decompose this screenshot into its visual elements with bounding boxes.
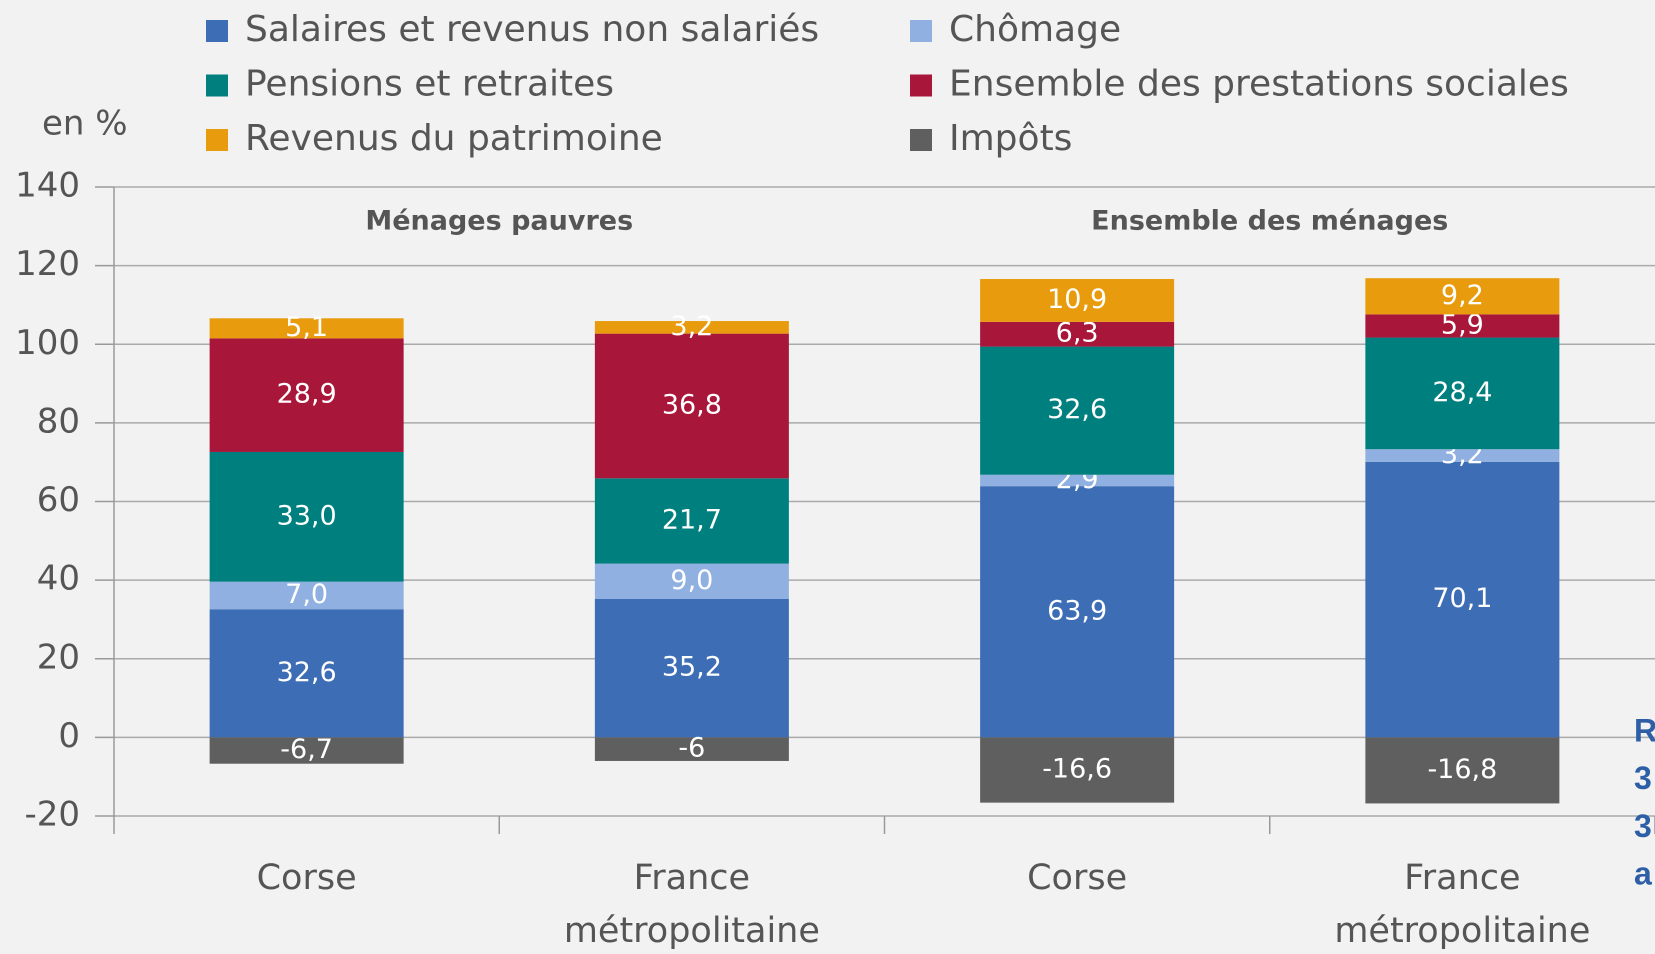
bar-segment — [209, 338, 404, 452]
value-label: 35,2 — [662, 652, 722, 683]
value-label: 5,1 — [285, 312, 328, 343]
x-tick-label: Corse — [256, 858, 357, 898]
legend-label: Revenus du patrimoine — [245, 118, 663, 159]
value-label: -16,8 — [1427, 754, 1497, 785]
y-tick-label: 60 — [37, 480, 80, 520]
x-tick-label: Corse — [1027, 858, 1128, 898]
value-label: -6,7 — [280, 734, 333, 765]
bar-segment — [1365, 737, 1560, 804]
legend-swatch — [910, 20, 932, 42]
bar-segment — [209, 451, 404, 582]
value-label: 63,9 — [1047, 595, 1107, 626]
y-tick-label: -20 — [24, 795, 80, 835]
side-text: 3 — [1634, 760, 1652, 796]
side-text: R — [1634, 712, 1655, 748]
value-label: 7,0 — [285, 579, 328, 610]
value-label: 32,6 — [1047, 394, 1107, 425]
bar-segment — [594, 563, 789, 599]
bar-segment — [980, 346, 1175, 475]
bar-segment — [980, 737, 1175, 803]
value-label: 5,9 — [1441, 309, 1484, 340]
x-tick-label: France métropolitaine — [563, 858, 820, 951]
bar-segment — [1365, 461, 1560, 738]
bar-segment — [1365, 314, 1560, 338]
value-label: 6,3 — [1056, 318, 1099, 349]
bar-segment — [594, 321, 789, 334]
value-label: 70,1 — [1432, 583, 1492, 614]
group-label: Ensemble des ménages — [1091, 206, 1448, 237]
group-label: Ménages pauvres — [365, 206, 633, 237]
bar-segment — [1365, 337, 1560, 450]
x-tick-label: France métropolitaine — [1334, 858, 1591, 951]
value-label: 10,9 — [1047, 284, 1107, 315]
legend-swatch — [910, 74, 932, 97]
bar-segment — [1365, 449, 1560, 462]
y-tick-label: 120 — [15, 244, 80, 284]
value-label: -6 — [678, 733, 705, 764]
bar-segment — [594, 598, 789, 738]
y-tick-label: 80 — [37, 401, 80, 441]
legend-swatch — [206, 20, 228, 42]
value-label: 9,2 — [1441, 280, 1484, 311]
value-label: 3,2 — [670, 311, 713, 342]
legend-label: Impôts — [949, 118, 1072, 159]
bar-segment — [980, 486, 1175, 738]
value-label: 36,8 — [662, 389, 722, 420]
y-tick-label: 100 — [15, 323, 80, 363]
value-label: 9,0 — [670, 565, 713, 596]
legend-label: Ensemble des prestations sociales — [949, 64, 1569, 105]
bar-segment — [209, 581, 404, 610]
y-tick-label: 140 — [15, 166, 80, 206]
legend-swatch — [910, 129, 932, 151]
value-label: -16,6 — [1042, 754, 1112, 785]
y-axis-label: en % — [42, 104, 128, 144]
bar-segment — [980, 474, 1175, 487]
y-tick-label: 20 — [37, 637, 80, 677]
value-label: 28,9 — [277, 379, 337, 410]
legend-swatch — [206, 129, 228, 151]
bar-segment — [980, 321, 1175, 347]
y-tick-label: 40 — [37, 559, 80, 599]
legend-label: Chômage — [949, 9, 1121, 50]
y-tick-label: 0 — [58, 716, 80, 756]
legend-swatch — [206, 74, 228, 97]
bar-segment — [980, 278, 1175, 322]
side-text: 3 — [1634, 808, 1652, 844]
bar-segment — [594, 478, 789, 564]
value-label: 21,7 — [662, 504, 722, 535]
bar-segment — [1365, 278, 1560, 315]
value-label: 33,0 — [277, 500, 337, 531]
bar-segment — [209, 318, 404, 339]
value-label: 32,6 — [277, 657, 337, 688]
bar-segment — [594, 333, 789, 479]
bar-segment — [209, 737, 404, 764]
legend-label: Pensions et retraites — [245, 64, 614, 105]
side-text: a — [1634, 856, 1652, 892]
bar-segment — [209, 609, 404, 738]
bar-segment — [594, 737, 789, 761]
legend-label: Salaires et revenus non salariés — [245, 9, 819, 50]
value-label: 28,4 — [1432, 377, 1492, 408]
